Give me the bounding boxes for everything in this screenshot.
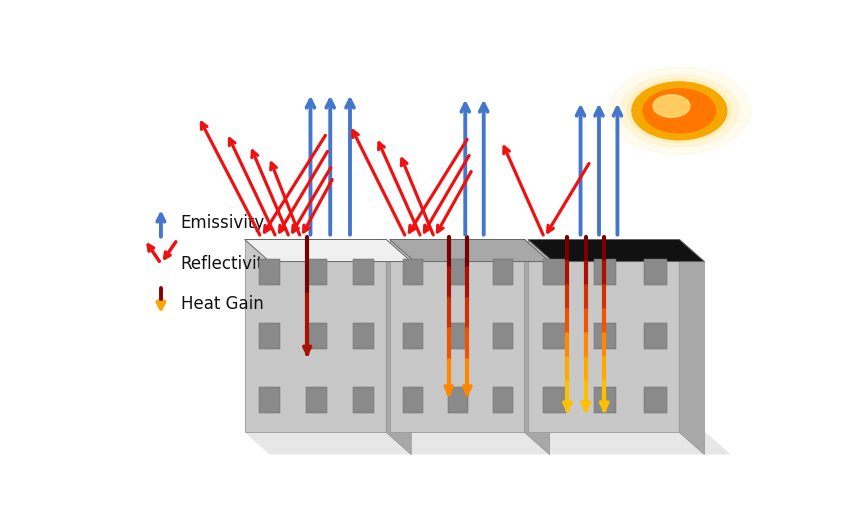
Bar xyxy=(593,387,616,413)
Polygon shape xyxy=(679,240,705,455)
Bar xyxy=(306,259,327,284)
Bar xyxy=(493,323,513,349)
Bar xyxy=(493,259,513,284)
Polygon shape xyxy=(245,240,411,262)
Bar xyxy=(528,240,679,432)
Text: Heat Gain: Heat Gain xyxy=(181,295,264,313)
Circle shape xyxy=(627,79,732,143)
Bar xyxy=(306,387,327,413)
Bar xyxy=(543,387,566,413)
Bar xyxy=(306,323,327,349)
Bar xyxy=(448,323,468,349)
Bar xyxy=(353,259,374,284)
Bar xyxy=(258,387,280,413)
Polygon shape xyxy=(524,240,550,455)
Bar xyxy=(543,259,566,284)
Polygon shape xyxy=(386,240,411,455)
Circle shape xyxy=(643,89,716,133)
Circle shape xyxy=(620,75,739,147)
Bar xyxy=(258,323,280,349)
Bar xyxy=(644,259,666,284)
Circle shape xyxy=(653,95,690,117)
Bar xyxy=(644,387,666,413)
Bar xyxy=(543,323,566,349)
Bar xyxy=(353,387,374,413)
Circle shape xyxy=(609,67,751,155)
Bar xyxy=(493,387,513,413)
Bar xyxy=(245,240,386,432)
Bar xyxy=(389,240,524,432)
Bar xyxy=(403,323,423,349)
Bar xyxy=(403,259,423,284)
Bar xyxy=(448,259,468,284)
Polygon shape xyxy=(389,240,550,262)
Bar xyxy=(593,323,616,349)
Circle shape xyxy=(632,82,727,140)
Bar xyxy=(593,259,616,284)
Polygon shape xyxy=(245,432,731,455)
Bar xyxy=(258,259,280,284)
Bar xyxy=(644,323,666,349)
Text: Emissivity: Emissivity xyxy=(181,215,265,232)
Bar xyxy=(403,387,423,413)
Bar xyxy=(448,387,468,413)
Text: Reflectivity: Reflectivity xyxy=(181,255,274,272)
Bar xyxy=(353,323,374,349)
Polygon shape xyxy=(528,240,705,262)
